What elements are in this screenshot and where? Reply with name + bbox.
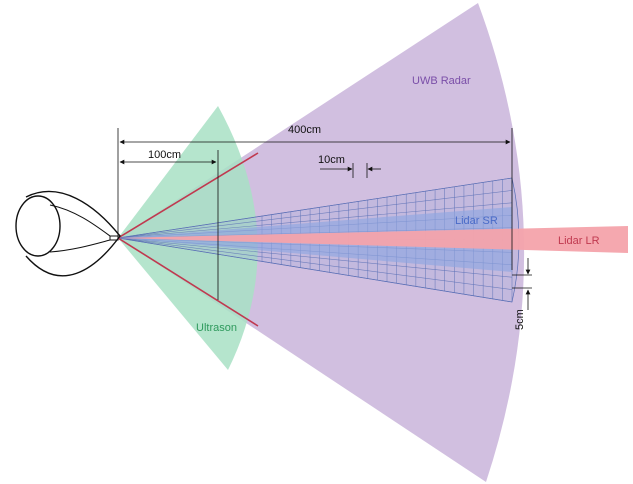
vehicle-icon (15, 190, 121, 277)
dimension-5cm: 5cm (512, 258, 532, 330)
dimension-5cm-label: 5cm (514, 309, 526, 330)
label-lidar-lr: Lidar LR (558, 235, 600, 247)
dimension-10cm: 10cm (318, 154, 381, 178)
dimension-100cm: 100cm (119, 149, 219, 300)
ultrason-edge-bottom (117, 237, 259, 327)
dimension-400cm: 400cm (117, 124, 513, 270)
label-uwb-radar: UWB Radar (412, 75, 471, 87)
ultrason-edge-top (117, 152, 259, 239)
dimension-400cm-label: 400cm (288, 124, 321, 136)
dimension-100cm-label: 100cm (148, 149, 181, 161)
dimension-10cm-label: 10cm (318, 154, 345, 166)
label-lidar-sr: Lidar SR (455, 215, 498, 227)
lidar-lr-beam (118, 226, 628, 253)
label-ultrason: Ultrason (196, 322, 237, 334)
